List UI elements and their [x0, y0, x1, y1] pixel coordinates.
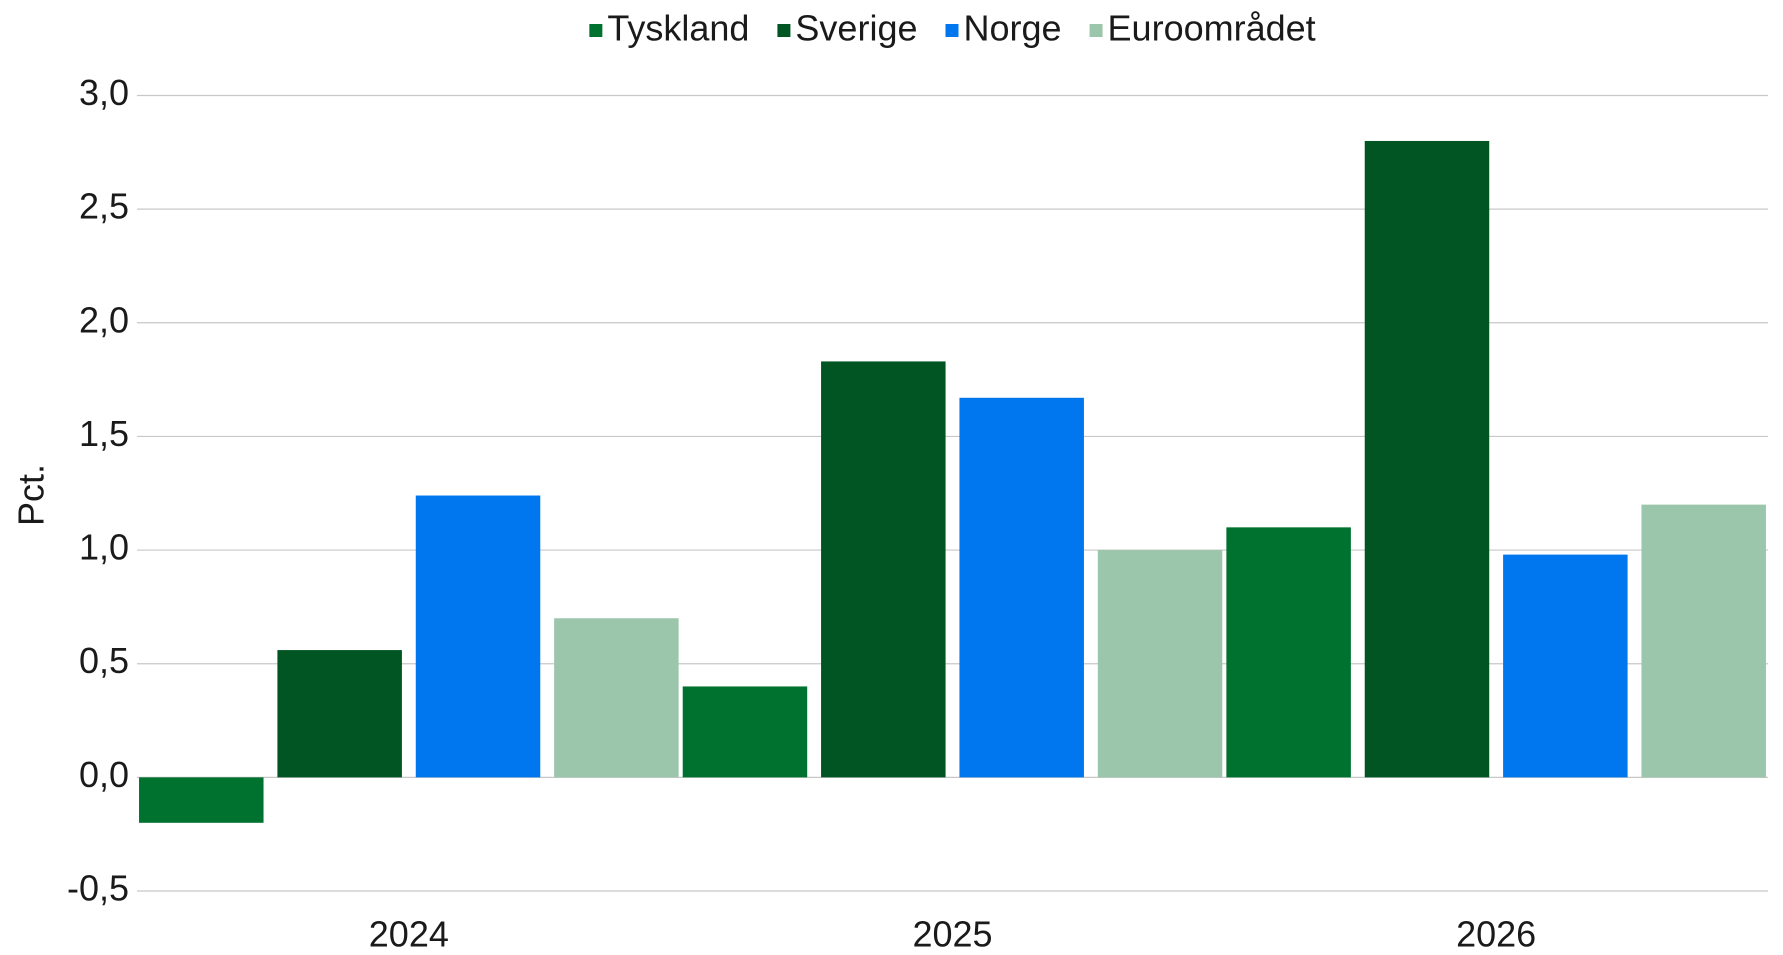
bar	[1097, 550, 1223, 778]
y-tick-label: 2,0	[79, 299, 129, 340]
y-tick-label: 0,5	[79, 640, 129, 681]
bar	[139, 777, 264, 823]
y-tick-label: 0,0	[79, 754, 129, 795]
legend-swatch	[1089, 24, 1103, 37]
x-tick-label: 2025	[912, 914, 992, 955]
y-tick-label: 3,0	[79, 72, 129, 113]
x-tick-label: 2026	[1456, 914, 1536, 955]
y-tick-label: 2,5	[79, 186, 129, 227]
bar	[959, 397, 1084, 778]
legend-label: Euroområdet	[1108, 8, 1316, 49]
bar	[821, 361, 946, 778]
legend-swatch	[945, 24, 959, 37]
legend-label: Tyskland	[607, 8, 749, 49]
x-tick-label: 2024	[369, 914, 449, 955]
legend-label: Sverige	[795, 8, 917, 49]
bar	[682, 686, 808, 778]
legend-swatch	[777, 24, 791, 37]
y-tick-label: -0,5	[67, 868, 129, 909]
y-tick-label: 1,5	[79, 413, 129, 454]
bar	[1364, 140, 1490, 778]
bar	[277, 650, 402, 778]
bar	[554, 618, 679, 778]
legend-label: Norge	[963, 8, 1061, 49]
bar	[1226, 527, 1351, 778]
bar	[1641, 504, 1766, 778]
bar	[1503, 554, 1628, 778]
legend-swatch	[589, 24, 603, 37]
y-tick-label: 1,0	[79, 527, 129, 568]
bar	[415, 495, 541, 778]
y-axis-title: Pct.	[11, 464, 52, 526]
